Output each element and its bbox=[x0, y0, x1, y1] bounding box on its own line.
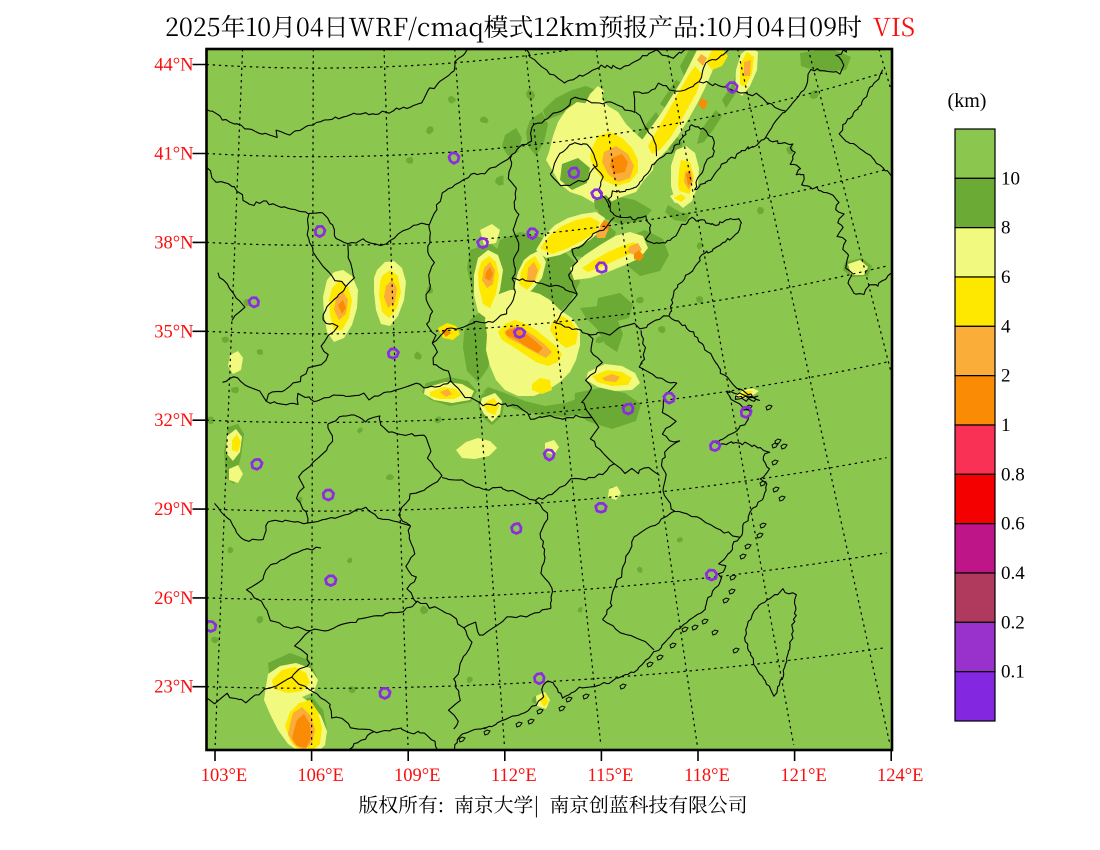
svg-text:44°N: 44°N bbox=[154, 56, 193, 76]
svg-text:23°N: 23°N bbox=[154, 678, 193, 698]
svg-text:109°E: 109°E bbox=[394, 766, 440, 786]
svg-text:38°N: 38°N bbox=[154, 233, 193, 253]
svg-text:0.8: 0.8 bbox=[1001, 464, 1025, 485]
svg-text:112°E: 112°E bbox=[491, 766, 537, 786]
svg-text:35°N: 35°N bbox=[154, 322, 193, 342]
svg-text:1: 1 bbox=[1001, 415, 1011, 436]
svg-text:0.1: 0.1 bbox=[1001, 662, 1025, 683]
svg-text:4: 4 bbox=[1001, 316, 1011, 337]
svg-text:103°E: 103°E bbox=[201, 766, 247, 786]
svg-text:115°E: 115°E bbox=[588, 766, 634, 786]
svg-text:10: 10 bbox=[1001, 168, 1020, 189]
svg-text:0.6: 0.6 bbox=[1001, 514, 1025, 535]
svg-text:41°N: 41°N bbox=[154, 145, 193, 165]
svg-text:0.4: 0.4 bbox=[1001, 563, 1025, 584]
svg-text:0.2: 0.2 bbox=[1001, 612, 1025, 633]
svg-text:124°E: 124°E bbox=[877, 766, 923, 786]
svg-text:29°N: 29°N bbox=[154, 500, 193, 520]
svg-text:2: 2 bbox=[1001, 366, 1011, 387]
svg-text:6: 6 bbox=[1001, 267, 1011, 288]
svg-text:8: 8 bbox=[1001, 218, 1011, 239]
svg-text:32°N: 32°N bbox=[154, 411, 193, 431]
svg-text:121°E: 121°E bbox=[780, 766, 826, 786]
svg-text:26°N: 26°N bbox=[154, 589, 193, 609]
svg-text:(km): (km) bbox=[948, 90, 987, 112]
svg-text:106°E: 106°E bbox=[297, 766, 343, 786]
svg-text:118°E: 118°E bbox=[684, 766, 730, 786]
